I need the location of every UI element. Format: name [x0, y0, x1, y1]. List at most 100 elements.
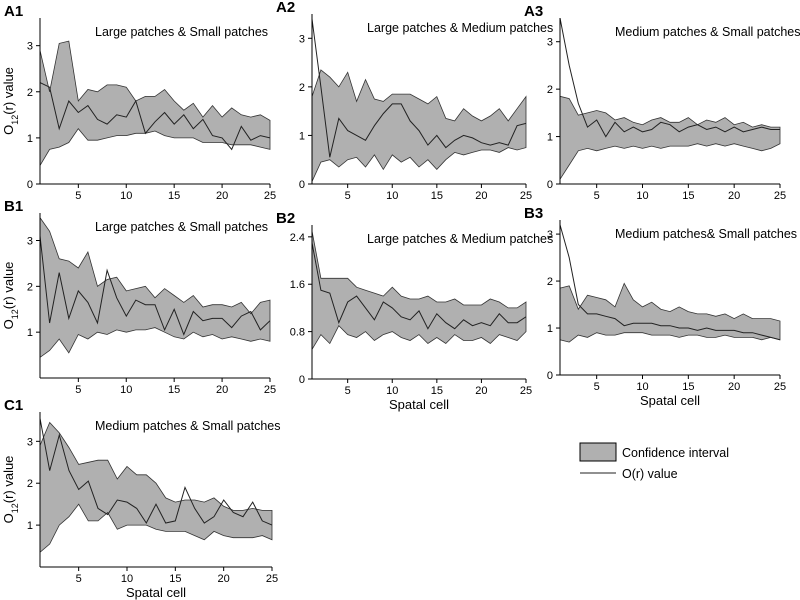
observed-line — [312, 18, 526, 158]
y-tick-label: 1 — [27, 520, 33, 532]
panel-title: Large patches & Medium patches — [367, 21, 553, 35]
y-tick-label: 2.4 — [290, 232, 305, 244]
x-tick-label: 15 — [431, 190, 443, 202]
x-tick-label: 25 — [520, 385, 532, 397]
panel-label: B2 — [276, 210, 295, 227]
x-tick-label: 25 — [264, 384, 276, 396]
panel-title: Large patches & Small patches — [95, 25, 268, 39]
panel-label: B1 — [4, 198, 23, 215]
confidence-band — [559, 95, 781, 181]
x-axis-label: Spatal cell — [389, 397, 449, 412]
panel-label: A2 — [276, 0, 295, 16]
panel-a3: 5 10 15 20 25 0 1 2 3 A3 Medium patches & Small pa… — [524, 3, 800, 202]
panel-title: Medium patches & Small patches — [615, 25, 800, 39]
confidence-band — [39, 421, 273, 554]
observed-line — [40, 418, 272, 526]
legend-ci-label: Confidence interval — [622, 446, 729, 460]
panel-b1: 5 10 15 20 25 1 2 3 B1 Large patches & Small patc… — [1, 198, 276, 396]
y-tick-label: 0 — [547, 179, 553, 191]
x-tick-label: 5 — [76, 573, 82, 585]
y-tick-label: 0 — [299, 179, 305, 191]
y-tick-label: 0 — [27, 179, 33, 191]
y-tick-label: 1 — [27, 133, 33, 145]
x-tick-label: 15 — [168, 384, 180, 396]
x-tick-label: 20 — [216, 384, 228, 396]
y-axis-label: O12(r) value — [1, 67, 20, 135]
y-tick-label: 3 — [299, 33, 305, 45]
y-tick-label: 0.8 — [290, 327, 305, 339]
x-tick-label: 20 — [728, 190, 740, 202]
y-axis-label: O12(r) value — [1, 456, 20, 524]
x-tick-label: 10 — [121, 573, 133, 585]
panel-b3: 5 10 15 20 25 0 1 2 3 B3 Medium patches& Small pat… — [524, 205, 797, 408]
y-tick-label: 1 — [547, 132, 553, 144]
y-tick-label: 1.6 — [290, 279, 305, 291]
legend-ci-swatch — [579, 442, 617, 462]
observed-line — [312, 242, 526, 330]
panel-title: Large patches & Small patches — [95, 220, 268, 234]
x-tick-label: 25 — [264, 190, 276, 202]
y-tick-label: 2 — [547, 276, 553, 288]
panel-label: A3 — [524, 3, 543, 20]
confidence-band — [39, 40, 271, 168]
x-axis-label: Spatal cell — [126, 585, 186, 600]
observed-line — [560, 18, 780, 138]
panel-title: Medium patches & Small patches — [95, 419, 281, 433]
x-tick-label: 15 — [682, 381, 694, 393]
y-tick-label: 2 — [547, 84, 553, 96]
y-tick-label: 2 — [299, 82, 305, 94]
observed-line — [40, 235, 270, 336]
x-tick-label: 10 — [120, 190, 132, 202]
confidence-band — [39, 216, 271, 359]
x-tick-label: 5 — [594, 381, 600, 393]
confidence-band — [311, 69, 527, 182]
y-axis-label: O12(r) value — [1, 262, 20, 330]
x-tick-label: 20 — [728, 381, 740, 393]
panel-a1: 5 10 15 20 25 0 1 2 3 A1 Large patches & Small pat… — [1, 3, 276, 202]
x-axis-label: Spatal cell — [640, 393, 700, 408]
legend-line-label: O(r) value — [622, 467, 678, 481]
panel-label: B3 — [524, 205, 543, 222]
panel-label: A1 — [4, 3, 23, 20]
confidence-band — [559, 282, 781, 343]
y-tick-label: 2 — [27, 478, 33, 490]
y-tick-label: 0 — [547, 370, 553, 382]
y-tick-label: 1 — [27, 327, 33, 339]
x-tick-label: 10 — [636, 190, 648, 202]
x-tick-label: 10 — [386, 190, 398, 202]
x-tick-label: 5 — [345, 385, 351, 397]
x-tick-label: 25 — [774, 381, 786, 393]
x-tick-label: 15 — [431, 385, 443, 397]
panel-title: Large patches & Medium patches — [367, 232, 553, 246]
y-tick-label: 3 — [547, 37, 553, 49]
x-tick-label: 5 — [75, 384, 81, 396]
x-tick-label: 5 — [594, 190, 600, 202]
panel-title: Medium patches& Small patches — [615, 227, 797, 241]
y-tick-label: 2 — [27, 87, 33, 99]
y-tick-label: 2 — [27, 281, 33, 293]
y-tick-label: 3 — [27, 436, 33, 448]
x-tick-label: 25 — [774, 190, 786, 202]
y-tick-label: 1 — [299, 130, 305, 142]
legend: Confidence interval O(r) value — [579, 442, 729, 481]
y-tick-label: 3 — [547, 229, 553, 241]
observed-line — [560, 224, 780, 341]
y-tick-label: 1 — [547, 323, 553, 335]
x-tick-label: 20 — [216, 190, 228, 202]
y-tick-label: 0 — [299, 374, 305, 386]
observed-line — [40, 82, 270, 151]
x-tick-label: 10 — [386, 385, 398, 397]
x-tick-label: 20 — [475, 190, 487, 202]
confidence-band — [311, 230, 527, 351]
x-tick-label: 5 — [75, 190, 81, 202]
x-tick-label: 15 — [169, 573, 181, 585]
x-tick-label: 10 — [636, 381, 648, 393]
x-tick-label: 20 — [475, 385, 487, 397]
x-tick-label: 10 — [120, 384, 132, 396]
x-tick-label: 15 — [682, 190, 694, 202]
x-tick-label: 15 — [168, 190, 180, 202]
y-tick-label: 3 — [27, 41, 33, 53]
